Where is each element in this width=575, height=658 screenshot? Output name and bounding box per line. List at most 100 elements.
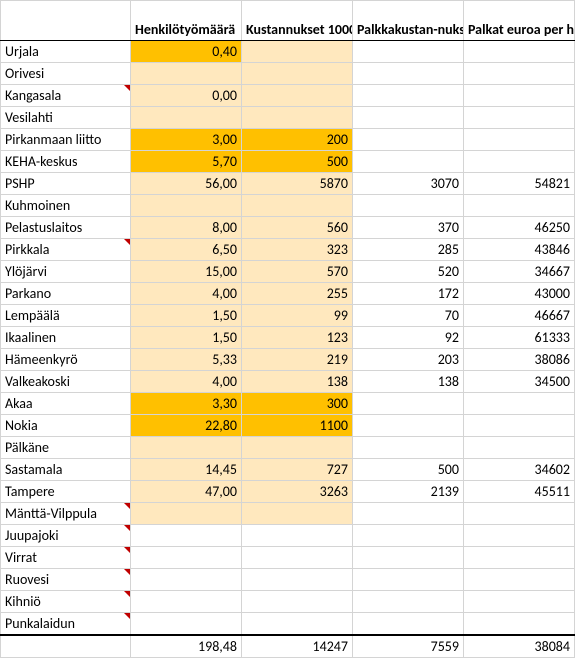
cell-henkilot[interactable]: 56,00 <box>131 173 242 195</box>
cell-palkka[interactable]: 203 <box>353 349 464 371</box>
cell-kust[interactable]: 5870 <box>242 173 353 195</box>
cell-kust[interactable]: 99 <box>242 305 353 327</box>
cell-kust[interactable]: 570 <box>242 261 353 283</box>
cell-kust[interactable] <box>242 85 353 107</box>
cell-palkka[interactable] <box>353 415 464 437</box>
cell-henkilot[interactable]: 3,00 <box>131 129 242 151</box>
cell-label[interactable]: Sastamala <box>1 459 131 481</box>
cell-kust[interactable]: 323 <box>242 239 353 261</box>
cell-palkka[interactable] <box>353 63 464 85</box>
cell-henkilot[interactable]: 1,50 <box>131 327 242 349</box>
cell-palkka[interactable] <box>353 129 464 151</box>
cell-kust[interactable] <box>242 569 353 591</box>
cell-henkilot[interactable]: 4,00 <box>131 371 242 393</box>
cell-perh[interactable] <box>464 503 575 525</box>
cell-palkka[interactable] <box>353 437 464 459</box>
cell-kust[interactable]: 1100 <box>242 415 353 437</box>
cell-label[interactable]: Hämeenkyrö <box>1 349 131 371</box>
cell-henkilot[interactable]: 0,00 <box>131 85 242 107</box>
cell-label[interactable]: Parkano <box>1 283 131 305</box>
header-henkilot[interactable]: Henkilötyömäärä <box>131 1 242 41</box>
cell-henkilot[interactable] <box>131 569 242 591</box>
cell-palkka[interactable] <box>353 41 464 63</box>
cell-henkilot[interactable]: 14,45 <box>131 459 242 481</box>
cell-henkilot[interactable]: 8,00 <box>131 217 242 239</box>
header-label[interactable] <box>1 1 131 41</box>
cell-perh[interactable]: 45511 <box>464 481 575 503</box>
cell-perh[interactable] <box>464 393 575 415</box>
cell-henkilot[interactable]: 0,40 <box>131 41 242 63</box>
cell-perh[interactable]: 43846 <box>464 239 575 261</box>
cell-label[interactable]: Akaa <box>1 393 131 415</box>
cell-perh[interactable] <box>464 85 575 107</box>
cell-perh[interactable]: 34667 <box>464 261 575 283</box>
cell-kust[interactable]: 255 <box>242 283 353 305</box>
cell-palkka[interactable] <box>353 525 464 547</box>
cell-label[interactable]: Pirkkala <box>1 239 131 261</box>
cell-kust[interactable]: 3263 <box>242 481 353 503</box>
totals-henkilot[interactable]: 198,48 <box>131 635 242 658</box>
cell-label[interactable]: Virrat <box>1 547 131 569</box>
cell-label[interactable]: Juupajoki <box>1 525 131 547</box>
cell-label[interactable]: Ikaalinen <box>1 327 131 349</box>
cell-palkka[interactable]: 138 <box>353 371 464 393</box>
cell-label[interactable]: Orivesi <box>1 63 131 85</box>
cell-label[interactable]: Pälkäne <box>1 437 131 459</box>
cell-perh[interactable] <box>464 415 575 437</box>
cell-kust[interactable]: 300 <box>242 393 353 415</box>
cell-kust[interactable] <box>242 195 353 217</box>
cell-palkka[interactable]: 92 <box>353 327 464 349</box>
cell-kust[interactable] <box>242 41 353 63</box>
cell-palkka[interactable]: 370 <box>353 217 464 239</box>
cell-label[interactable]: Punkalaidun <box>1 613 131 636</box>
totals-label[interactable] <box>1 635 131 658</box>
cell-label[interactable]: Kangasala <box>1 85 131 107</box>
cell-henkilot[interactable] <box>131 547 242 569</box>
cell-perh[interactable] <box>464 613 575 636</box>
cell-label[interactable]: Pirkanmaan liitto <box>1 129 131 151</box>
cell-kust[interactable]: 727 <box>242 459 353 481</box>
cell-perh[interactable]: 46250 <box>464 217 575 239</box>
cell-palkka[interactable]: 520 <box>353 261 464 283</box>
cell-kust[interactable] <box>242 63 353 85</box>
cell-palkka[interactable]: 500 <box>353 459 464 481</box>
cell-label[interactable]: Valkeakoski <box>1 371 131 393</box>
cell-perh[interactable]: 54821 <box>464 173 575 195</box>
cell-kust[interactable]: 500 <box>242 151 353 173</box>
cell-label[interactable]: Tampere <box>1 481 131 503</box>
cell-perh[interactable]: 46667 <box>464 305 575 327</box>
cell-henkilot[interactable] <box>131 525 242 547</box>
cell-kust[interactable]: 560 <box>242 217 353 239</box>
cell-kust[interactable]: 123 <box>242 327 353 349</box>
cell-henkilot[interactable]: 5,70 <box>131 151 242 173</box>
cell-perh[interactable] <box>464 41 575 63</box>
cell-henkilot[interactable]: 6,50 <box>131 239 242 261</box>
header-kust[interactable]: Kustannukset 1000 e <box>242 1 353 41</box>
cell-palkka[interactable]: 70 <box>353 305 464 327</box>
cell-perh[interactable] <box>464 437 575 459</box>
cell-palkka[interactable] <box>353 393 464 415</box>
totals-perh[interactable]: 38084 <box>464 635 575 658</box>
cell-palkka[interactable]: 2139 <box>353 481 464 503</box>
cell-palkka[interactable] <box>353 107 464 129</box>
totals-kust[interactable]: 14247 <box>242 635 353 658</box>
header-perh[interactable]: Palkat euroa per henkilö <box>464 1 575 41</box>
cell-palkka[interactable] <box>353 503 464 525</box>
cell-perh[interactable] <box>464 129 575 151</box>
cell-henkilot[interactable]: 22,80 <box>131 415 242 437</box>
cell-perh[interactable] <box>464 591 575 613</box>
cell-palkka[interactable] <box>353 547 464 569</box>
cell-perh[interactable]: 38086 <box>464 349 575 371</box>
cell-henkilot[interactable] <box>131 107 242 129</box>
cell-palkka[interactable] <box>353 151 464 173</box>
cell-label[interactable]: Ruovesi <box>1 569 131 591</box>
cell-perh[interactable] <box>464 569 575 591</box>
cell-perh[interactable] <box>464 63 575 85</box>
cell-palkka[interactable]: 285 <box>353 239 464 261</box>
cell-perh[interactable] <box>464 195 575 217</box>
cell-perh[interactable]: 43000 <box>464 283 575 305</box>
cell-label[interactable]: Kuhmoinen <box>1 195 131 217</box>
cell-henkilot[interactable]: 3,30 <box>131 393 242 415</box>
cell-kust[interactable] <box>242 107 353 129</box>
cell-label[interactable]: Nokia <box>1 415 131 437</box>
